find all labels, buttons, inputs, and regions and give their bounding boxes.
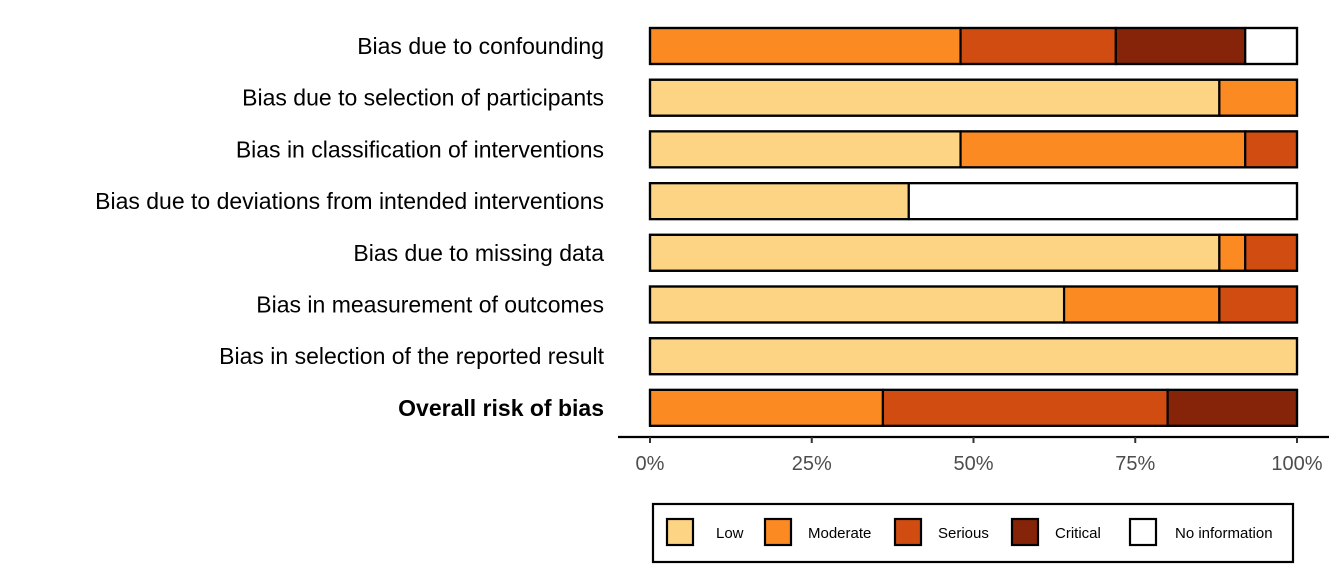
legend-key-serious: [893, 517, 923, 547]
bar-segment-serious-1: [959, 26, 1117, 66]
legend-box: [651, 502, 1295, 564]
bar-segment-serious-6: [1218, 285, 1299, 324]
bar-outline-2: [648, 78, 1299, 117]
x-axis: 0% 25% 50% 75% 100%: [618, 435, 1329, 475]
legend-label-critical: Critical: [1055, 525, 1101, 542]
legend-label-moderate: Moderate: [808, 525, 871, 542]
bar-outline-6: [648, 285, 1299, 324]
bar-segment-low-6: [648, 285, 1066, 324]
x-tick-label-1: 0%: [636, 453, 665, 475]
bar-outline-8: [648, 388, 1299, 427]
bar-outline-5: [648, 233, 1299, 272]
category-label-1: Bias due to confounding: [357, 33, 604, 59]
bar-outline-1: [648, 26, 1299, 66]
legend-key-critical: [1010, 517, 1040, 547]
category-label-2: Bias due to selection of participants: [242, 85, 604, 111]
x-tick-label-5: 100%: [1271, 453, 1322, 475]
bar-segment-low-3: [648, 130, 962, 169]
category-label-5: Bias due to missing data: [353, 240, 604, 266]
bar-segment-moderate-6: [1062, 285, 1221, 324]
bar-segment-low-2: [648, 78, 1221, 117]
category-label-4: Bias due to deviations from intended int…: [95, 188, 604, 214]
legend-label-no-information: No information: [1175, 525, 1273, 542]
bar-segment-serious-3: [1244, 130, 1299, 169]
x-tick-label-3: 50%: [953, 453, 993, 475]
bar-segment-moderate-1: [648, 26, 962, 66]
bars-group: [648, 26, 1299, 427]
bar-segment-low-5: [648, 233, 1221, 272]
legend-label-serious: Serious: [938, 525, 989, 542]
category-label-3: Bias in classification of interventions: [236, 136, 604, 162]
bar-segment-moderate-8: [648, 388, 885, 427]
bar-segment-moderate-2: [1218, 78, 1299, 117]
bar-outline-7: [648, 337, 1299, 376]
bar-segment-low-4: [648, 182, 910, 221]
legend: Low Moderate Serious Critical No information: [651, 502, 1295, 564]
legend-key-moderate: [763, 517, 793, 547]
category-label-8: Overall risk of bias: [398, 395, 604, 421]
bar-outline-3: [648, 130, 1299, 169]
bar-segment-critical-8: [1166, 388, 1299, 427]
x-tick-label-2: 25%: [792, 453, 832, 475]
legend-key-low: [665, 517, 695, 547]
bar-segment-serious-8: [881, 388, 1169, 427]
bar-segment-low-7: [648, 337, 1299, 376]
legend-key-no-information: [1128, 517, 1158, 547]
x-tick-label-4: 75%: [1115, 453, 1155, 475]
bar-segment-moderate-3: [959, 130, 1247, 169]
bar-segment-moderate-5: [1218, 233, 1247, 272]
bar-segment-critical-1: [1114, 26, 1247, 66]
bar-segment-no-information-1: [1244, 26, 1299, 66]
bar-segment-serious-5: [1244, 233, 1299, 272]
category-label-7: Bias in selection of the reported result: [219, 343, 604, 369]
bar-segment-no-information-4: [907, 182, 1299, 221]
bar-outline-4: [648, 182, 1299, 221]
category-labels: Bias due to confounding Bias due to selec…: [95, 33, 604, 421]
category-label-6: Bias in measurement of outcomes: [256, 292, 604, 318]
legend-label-low: Low: [716, 525, 744, 542]
